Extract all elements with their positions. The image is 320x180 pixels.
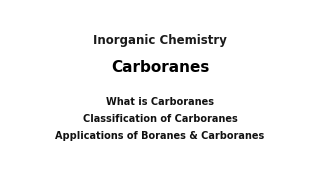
Text: Carboranes: Carboranes [111, 60, 209, 75]
Text: Inorganic Chemistry: Inorganic Chemistry [93, 34, 227, 48]
Text: What is Carboranes: What is Carboranes [106, 97, 214, 107]
Text: Classification of Carboranes: Classification of Carboranes [83, 114, 237, 124]
Text: EASY EXPLANATION AND NOTES: EASY EXPLANATION AND NOTES [66, 163, 254, 173]
Text: MSC CHEMISTRY SEMESTER 1: MSC CHEMISTRY SEMESTER 1 [74, 9, 246, 19]
Text: Applications of Boranes & Carboranes: Applications of Boranes & Carboranes [55, 131, 265, 141]
